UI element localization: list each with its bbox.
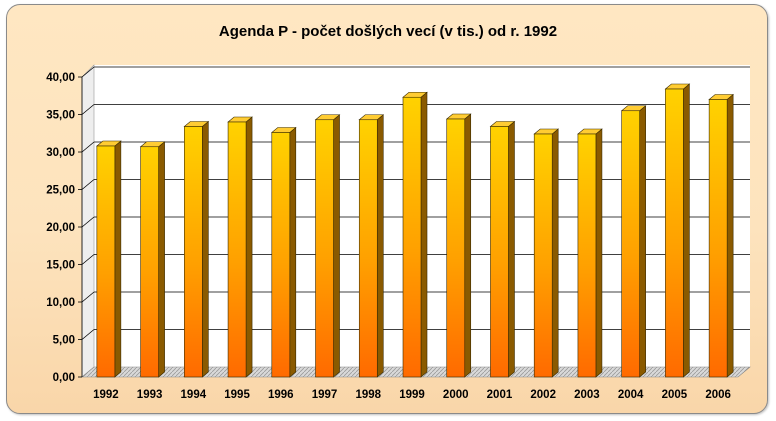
bar-side bbox=[158, 141, 165, 378]
bar bbox=[708, 93, 734, 378]
bar bbox=[358, 114, 385, 378]
plot-side-wall bbox=[81, 64, 95, 378]
bar-front bbox=[490, 126, 509, 378]
gridline-side bbox=[81, 216, 95, 228]
x-tick-label: 1995 bbox=[224, 389, 250, 401]
bar-side bbox=[464, 113, 472, 378]
y-tick-label: 30,00 bbox=[46, 147, 75, 159]
x-tick-label: 2006 bbox=[705, 389, 731, 401]
x-tick-label: 1998 bbox=[355, 389, 381, 401]
x-tick-label: 2000 bbox=[443, 389, 469, 401]
bar-side bbox=[289, 126, 297, 378]
chart-title: Agenda P - počet došlých vecí (v tis.) o… bbox=[219, 23, 557, 40]
bar-front bbox=[665, 88, 684, 378]
gridline-side bbox=[81, 329, 95, 340]
gridline-side bbox=[81, 254, 95, 265]
y-tick-label: 15,00 bbox=[46, 260, 75, 272]
bar-side bbox=[551, 128, 559, 378]
bar bbox=[620, 105, 647, 378]
bar bbox=[183, 120, 210, 378]
bar-front bbox=[446, 118, 466, 378]
bar-front bbox=[358, 119, 378, 378]
bar-front bbox=[315, 119, 334, 378]
bar bbox=[270, 126, 297, 378]
bar-front bbox=[271, 132, 291, 378]
bars bbox=[96, 83, 734, 378]
bar-side bbox=[595, 128, 603, 378]
bar-side bbox=[245, 116, 253, 378]
x-tick-label: 2002 bbox=[530, 389, 556, 401]
gridline-side bbox=[81, 141, 95, 153]
bar bbox=[96, 140, 122, 378]
y-tick-label: 5,00 bbox=[53, 335, 75, 347]
bar-front bbox=[227, 121, 247, 378]
bar-front bbox=[184, 126, 203, 378]
y-tick-label: 0,00 bbox=[53, 372, 75, 384]
x-tick-label: 1996 bbox=[268, 389, 294, 401]
x-tick-label: 1993 bbox=[137, 389, 163, 401]
y-tick-label: 40,00 bbox=[46, 72, 75, 84]
bar-side bbox=[202, 120, 209, 378]
bar bbox=[139, 141, 166, 378]
bar bbox=[664, 83, 691, 378]
bar-side bbox=[420, 91, 428, 378]
bar-front bbox=[621, 110, 640, 378]
gridline-side bbox=[81, 291, 95, 303]
bar-front bbox=[402, 96, 422, 378]
x-tick-label: 2004 bbox=[618, 389, 644, 401]
bar bbox=[489, 120, 516, 378]
bar-front bbox=[708, 99, 728, 378]
x-tick-label: 1997 bbox=[312, 389, 338, 401]
bar-side bbox=[508, 120, 515, 378]
x-tick-label: 1992 bbox=[93, 389, 119, 401]
gridline-side bbox=[81, 104, 95, 115]
bar-side bbox=[376, 114, 384, 378]
bar-front bbox=[533, 133, 553, 378]
x-tick-label: 1999 bbox=[399, 389, 425, 401]
y-tick-label: 35,00 bbox=[46, 110, 75, 122]
y-tick-label: 10,00 bbox=[46, 297, 75, 309]
gridline-side bbox=[81, 179, 95, 190]
gridline-side bbox=[81, 66, 95, 78]
bar-front bbox=[96, 145, 116, 378]
bar-side bbox=[333, 114, 340, 378]
y-tick-label: 20,00 bbox=[46, 222, 75, 234]
bar bbox=[445, 113, 472, 378]
bar-front bbox=[140, 146, 159, 378]
bar-front bbox=[577, 133, 597, 378]
y-tick-label: 25,00 bbox=[46, 185, 75, 197]
bar bbox=[227, 116, 253, 378]
x-tick-label: 2003 bbox=[574, 389, 600, 401]
x-tick-label: 1994 bbox=[181, 389, 207, 401]
x-axis-ticks: 1992 1993 1994 1995 1996 1997 1998 1999 2000 2001… bbox=[93, 389, 731, 401]
y-axis-ticks: 0,00 5,00 10,00 15,00 20,00 25,00 30,00 35,00 40… bbox=[46, 72, 83, 384]
x-tick-label: 2005 bbox=[662, 389, 688, 401]
bar bbox=[533, 128, 560, 378]
bar-side bbox=[639, 105, 646, 378]
bar bbox=[314, 114, 341, 378]
bar-side bbox=[726, 93, 734, 378]
bar bbox=[577, 128, 603, 378]
bar-side bbox=[683, 83, 690, 378]
bar bbox=[402, 91, 428, 378]
bar-side bbox=[114, 140, 122, 378]
x-tick-label: 2001 bbox=[487, 389, 513, 401]
